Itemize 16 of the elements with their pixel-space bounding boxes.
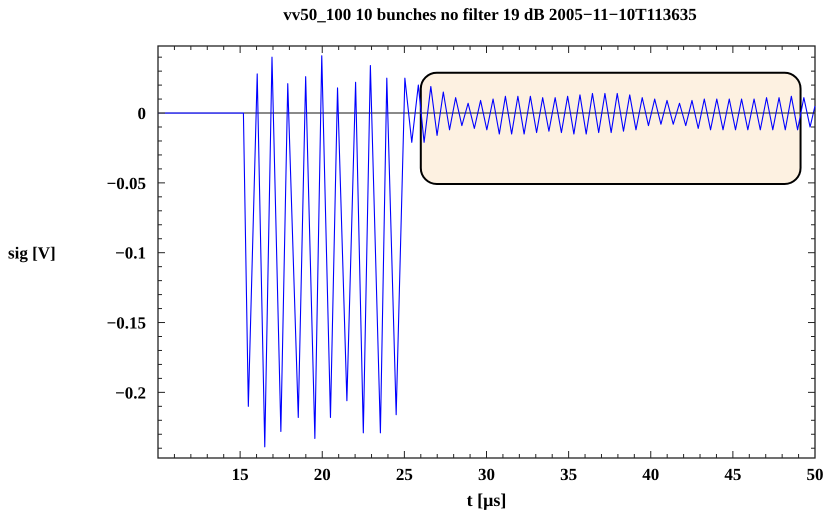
y-tick-label: −0.2 — [115, 383, 146, 402]
x-tick-label: 40 — [642, 465, 660, 484]
x-tick-label: 20 — [314, 465, 331, 484]
y-tick-label: −0.05 — [106, 174, 146, 193]
x-tick-label: 50 — [806, 465, 824, 484]
y-tick-label: 0 — [138, 104, 146, 124]
x-tick-label: 45 — [724, 465, 742, 484]
x-tick-label: 30 — [478, 465, 495, 484]
x-tick-label: 35 — [560, 465, 578, 484]
x-tick-label: 25 — [396, 465, 413, 484]
x-tick-label: 15 — [232, 465, 249, 484]
x-axis-title: t [μs] — [466, 490, 506, 510]
y-tick-label: −0.1 — [115, 244, 146, 263]
chart-title: vv50_100 10 bunches no filter 19 dB 2005−11−10T113635 — [283, 5, 697, 24]
y-tick-label: −0.15 — [106, 314, 146, 333]
y-axis-title: sig [V] — [8, 244, 56, 263]
